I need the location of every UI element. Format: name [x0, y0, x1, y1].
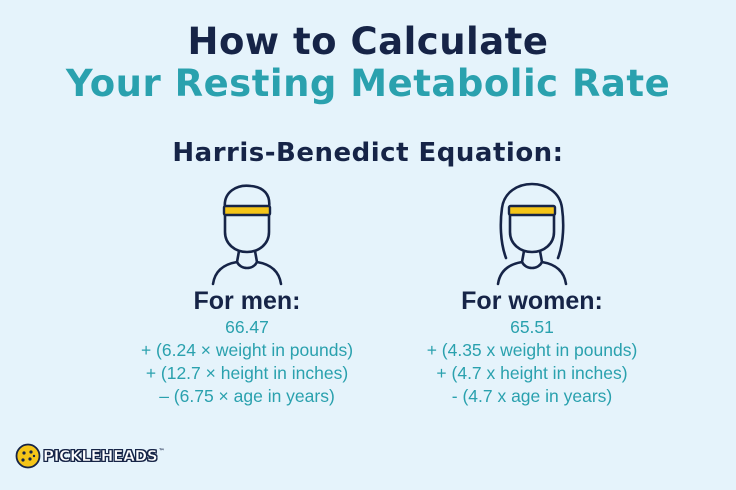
- subtitle: Harris-Benedict Equation:: [172, 138, 564, 168]
- pickleball-icon: [15, 443, 41, 469]
- women-constant: 65.51: [510, 317, 554, 337]
- logo-trademark: ™: [158, 448, 165, 455]
- women-height-term: + (4.7 x height in inches): [436, 363, 628, 383]
- woman-icon: [496, 182, 568, 286]
- men-age-term: – (6.75 × age in years): [159, 386, 335, 406]
- title-line-1: How to Calculate: [187, 20, 549, 63]
- pickleheads-logo: PICKLEHEADS ™: [15, 441, 164, 471]
- men-weight-term: + (6.24 × weight in pounds): [140, 340, 354, 360]
- women-age-term: - (4.7 x age in years): [451, 386, 613, 406]
- women-weight-term: + (4.35 x weight in pounds): [426, 340, 638, 360]
- men-heading: For men:: [193, 287, 301, 315]
- women-heading: For women:: [461, 287, 603, 315]
- man-icon: [211, 184, 283, 286]
- men-constant: 66.47: [225, 317, 269, 337]
- logo-text: PICKLEHEADS: [43, 447, 158, 466]
- men-height-term: + (12.7 × height in inches): [145, 363, 349, 383]
- title-line-2: Your Resting Metabolic Rate: [65, 62, 671, 105]
- women-column: For women: 65.51 + (4.35 x weight in pou…: [382, 182, 682, 408]
- men-column: For men: 66.47 + (6.24 × weight in pound…: [97, 182, 397, 408]
